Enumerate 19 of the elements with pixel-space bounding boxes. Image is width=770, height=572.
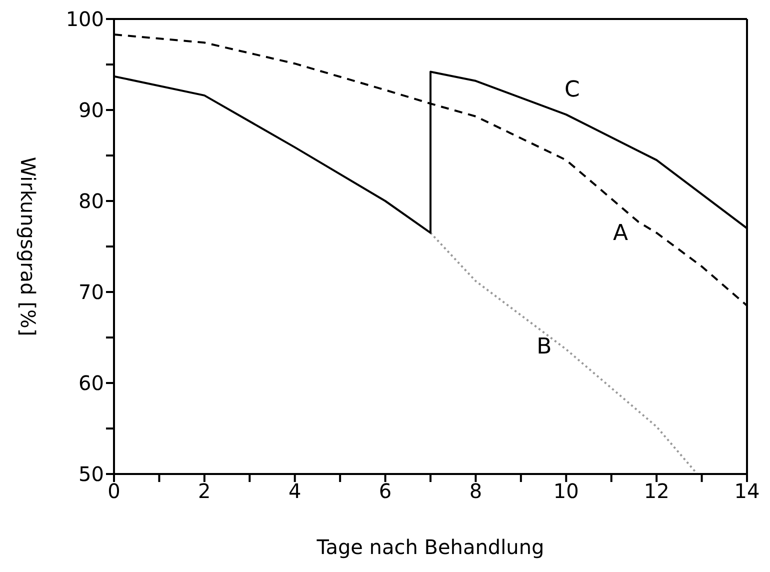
x-tick-label: 8 (469, 479, 482, 504)
y-tick-label: 60 (78, 371, 104, 396)
y-tick-label: 80 (78, 189, 104, 214)
x-tick-label: 6 (378, 479, 392, 504)
x-axis-title: Tage nach Behandlung (316, 535, 544, 559)
x-tick-label: 10 (553, 479, 579, 504)
x-tick-label: 12 (644, 479, 670, 504)
y-tick-label: 70 (78, 280, 104, 304)
y-tick-label: 50 (78, 462, 104, 486)
x-tick-label: 4 (288, 479, 302, 504)
y-tick-label: 90 (78, 98, 104, 122)
x-tick-label: 0 (108, 479, 120, 504)
series-label: C (564, 78, 580, 103)
series-label: A (612, 220, 628, 246)
y-axis-title: Wirkungsgrad [%] (16, 156, 40, 336)
x-tick-label: 2 (198, 479, 211, 504)
series-label: B (536, 334, 552, 360)
x-tick-label: 14 (734, 479, 760, 504)
y-tick-label: 100 (66, 7, 104, 32)
